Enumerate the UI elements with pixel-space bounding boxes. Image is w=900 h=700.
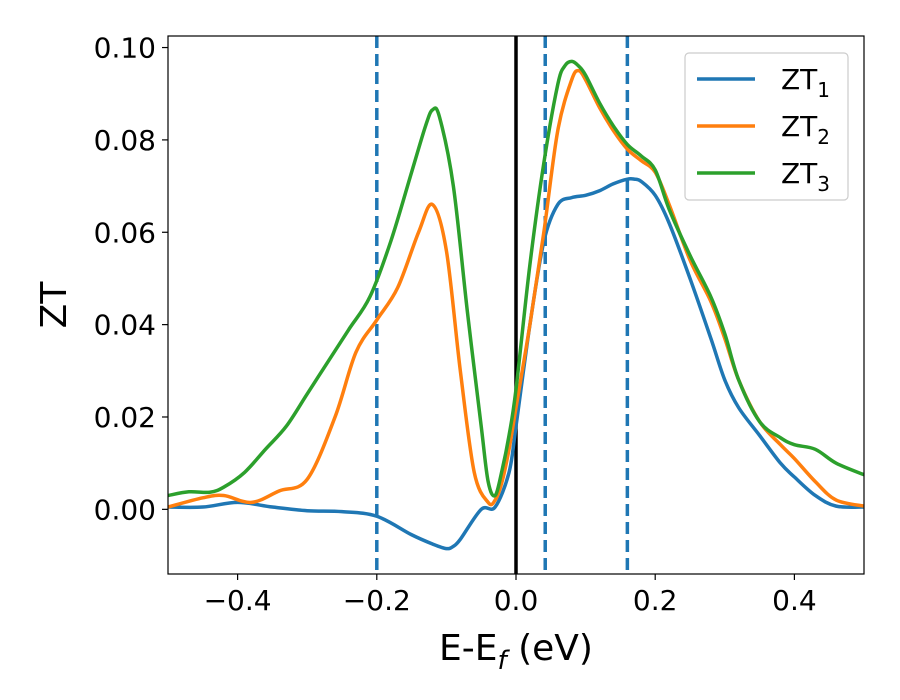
x-axis-label-tail: (eV) (507, 628, 593, 669)
legend-label: ZT1 (781, 63, 830, 102)
x-tick-label: −0.2 (343, 584, 411, 617)
x-tick-label: 0.4 (772, 584, 817, 617)
legend-label-base: ZT (781, 63, 818, 96)
x-tick-label: −0.4 (204, 584, 272, 617)
y-tick-label: 0.06 (94, 216, 156, 249)
legend-label: ZT3 (781, 157, 830, 196)
legend-box (684, 52, 849, 201)
legend-label-base: ZT (781, 157, 818, 190)
x-axis-label: E-Ef (eV) (439, 628, 593, 676)
x-tick-label: 0.0 (494, 584, 539, 617)
series-lines (168, 59, 864, 551)
legend-item-zt2: ZT2 (697, 110, 830, 149)
y-tick-label: 0.02 (94, 401, 156, 434)
x-axis-label-base: E-E (439, 628, 497, 669)
x-tick-label: 0.2 (633, 584, 678, 617)
y-tick-label: 0.10 (94, 32, 156, 65)
series-line-zt3 (168, 59, 864, 498)
legend-label: ZT2 (781, 110, 830, 149)
series-line-zt1 (168, 176, 864, 551)
x-axis-ticks: −0.4 −0.2 0.0 0.2 0.4 (204, 574, 817, 617)
legend-label-subscript: 2 (817, 125, 830, 149)
legend-label-subscript: 1 (817, 78, 830, 102)
y-tick-label: 0.08 (94, 124, 156, 157)
y-tick-label: 0.00 (94, 493, 156, 526)
reference-lines (375, 36, 630, 574)
legend-item-zt3: ZT3 (697, 157, 830, 196)
legend-item-zt1: ZT1 (697, 63, 830, 102)
y-tick-label: 0.04 (94, 309, 156, 342)
legend-label-base: ZT (781, 110, 818, 143)
y-axis-ticks: 0.00 0.02 0.04 0.06 0.08 0.10 (94, 32, 168, 526)
legend-label-subscript: 3 (817, 172, 830, 196)
y-axis-label: ZT (34, 281, 75, 329)
